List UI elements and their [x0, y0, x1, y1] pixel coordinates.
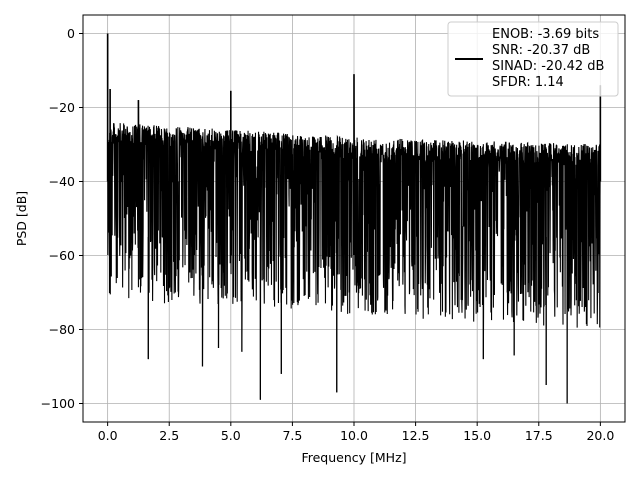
legend-box — [447, 21, 619, 97]
legend-entry-sinad: SINAD: -20.42 dB — [492, 59, 604, 74]
legend-entry-enob: ENOB: -3.69 bits — [492, 27, 599, 42]
y-tick-label: −60 — [49, 248, 75, 263]
x-axis-label: Frequency [MHz] — [301, 450, 406, 465]
x-axis-ticks: 0.0 2.5 5.0 7.5 10.0 12.5 15.0 17.5 20.0 — [98, 422, 614, 443]
y-tick-label: −40 — [49, 174, 75, 189]
legend-entry-snr: SNR: -20.37 dB — [492, 43, 590, 58]
y-tick-label: −80 — [49, 322, 75, 337]
y-tick-label: 0 — [67, 26, 75, 41]
x-tick-label: 20.0 — [586, 428, 614, 443]
x-tick-label: 2.5 — [159, 428, 179, 443]
x-tick-label: 0.0 — [98, 428, 118, 443]
x-tick-label: 15.0 — [463, 428, 491, 443]
x-tick-label: 17.5 — [525, 428, 553, 443]
x-tick-label: 10.0 — [340, 428, 368, 443]
x-tick-label: 12.5 — [402, 428, 430, 443]
legend-entry-sfdr: SFDR: 1.14 — [492, 75, 564, 90]
y-tick-label: −20 — [49, 100, 75, 115]
plot-series — [106, 33, 602, 404]
y-axis-ticks: 0 −20 −40 −60 −80 −100 — [41, 26, 83, 411]
x-tick-label: 7.5 — [282, 428, 302, 443]
y-axis-label: PSD [dB] — [14, 191, 29, 246]
legend: ENOB: -3.69 bits SNR: -20.37 dB SINAD: -… — [447, 21, 619, 97]
x-tick-label: 5.0 — [221, 428, 241, 443]
y-tick-label: −100 — [41, 396, 75, 411]
psd-trace — [107, 33, 601, 404]
